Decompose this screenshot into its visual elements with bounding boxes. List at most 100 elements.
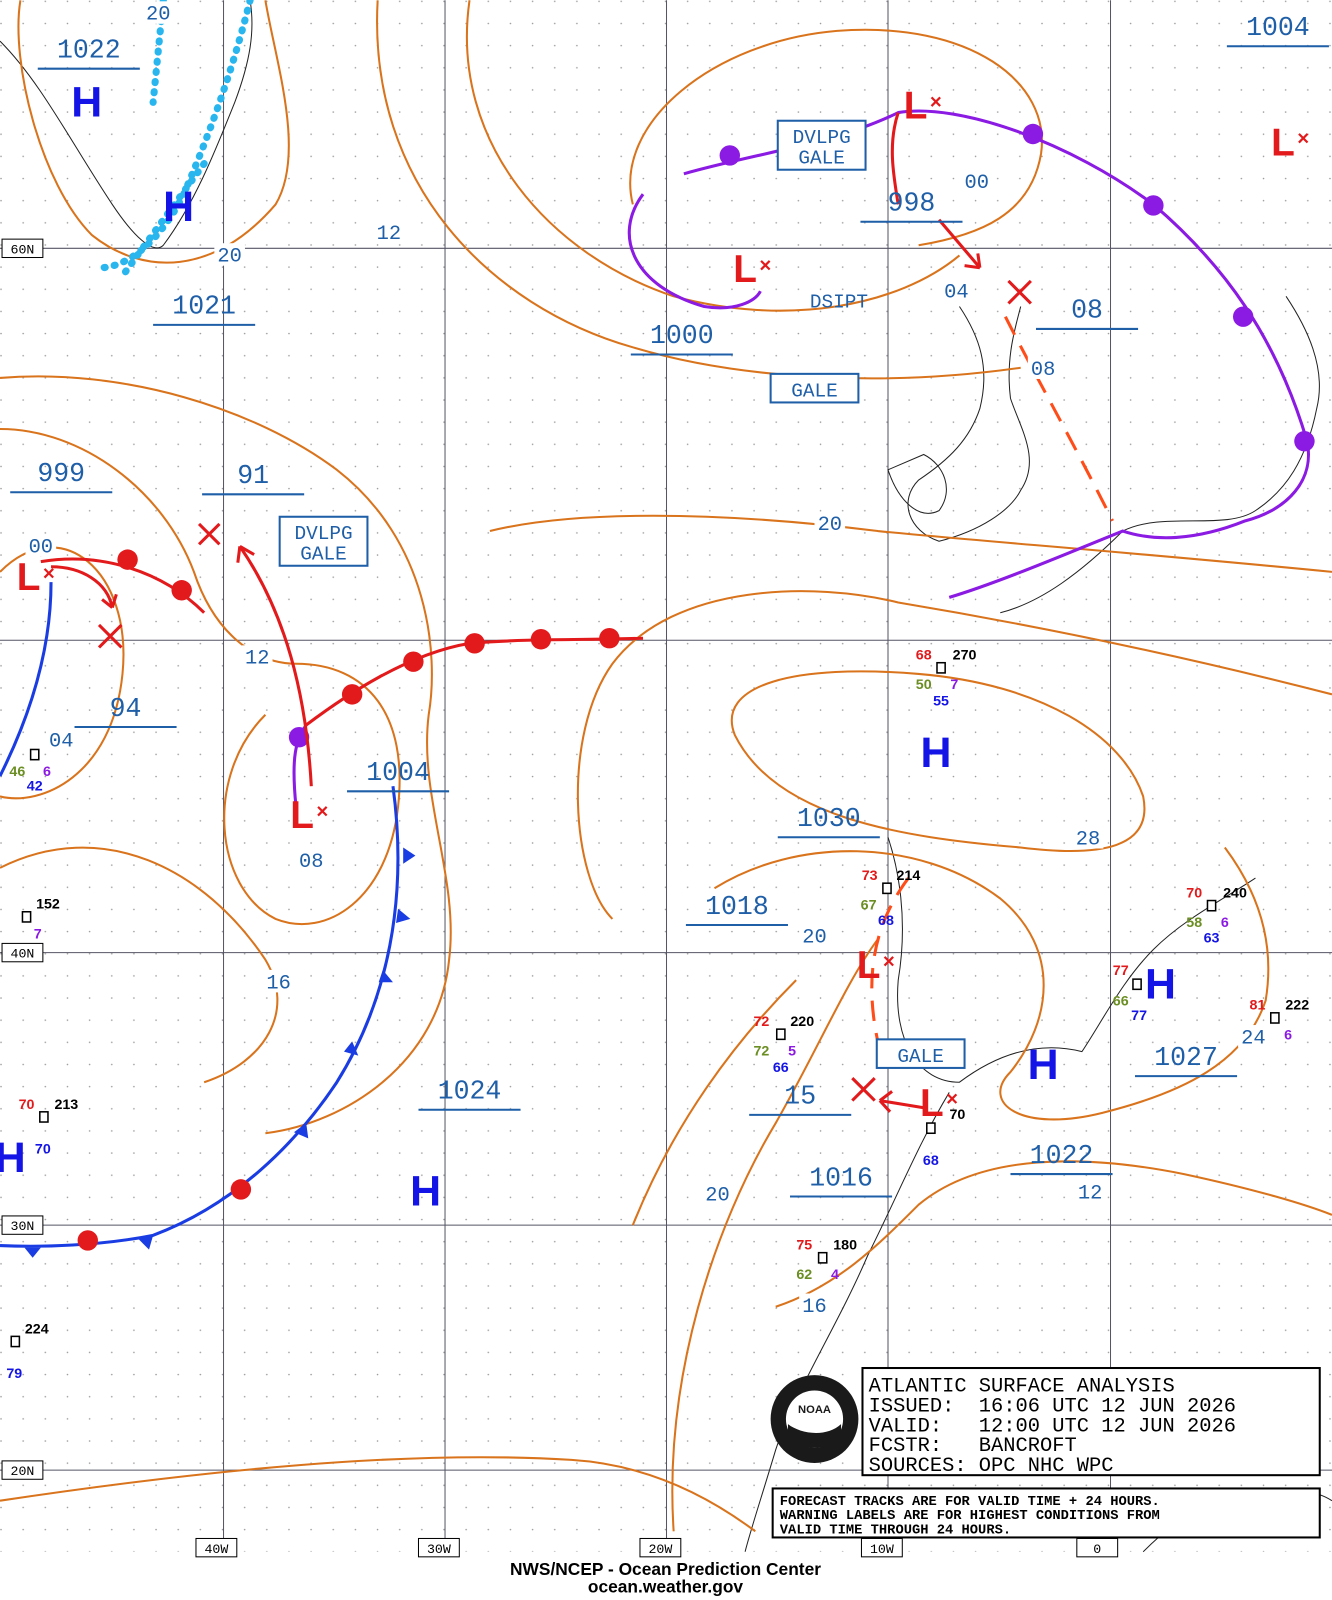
lon-label-box (417, 1537, 460, 1558)
pressure-label: 999 (37, 459, 85, 489)
warning-box (776, 119, 867, 171)
station-value: 224 (25, 1321, 49, 1337)
warning-box (278, 515, 369, 567)
isobar-label: 20 (217, 246, 242, 269)
station-value: 7 (34, 926, 42, 942)
station-value: 6 (43, 764, 51, 780)
station-marker (21, 911, 32, 923)
info-line: VALID: 12:00 UTC 12 JUN 2026 (869, 1415, 1236, 1438)
lat-label-box (1, 1215, 44, 1235)
isobar-label-bg (799, 1293, 830, 1316)
isobar-label: 12 (377, 223, 402, 246)
lon-label: 20W (648, 1542, 672, 1557)
station-marker (936, 661, 946, 674)
station-value: 79 (6, 1366, 22, 1382)
station-value: 55 (933, 694, 949, 710)
isobar-label-bg (1238, 1025, 1269, 1048)
pressure-label: 94 (110, 694, 142, 724)
storm-tracks (51, 218, 1032, 1113)
station-value: 77 (1113, 963, 1129, 979)
pressure-label: 1016 (809, 1163, 873, 1193)
isobars (0, 0, 1332, 1533)
high-center: H (1028, 1041, 1059, 1089)
noaa-logo-bird (787, 1424, 842, 1448)
pressure-label: 1027 (1154, 1043, 1218, 1073)
lat-label: 20N (11, 1464, 35, 1479)
low-x: × (930, 91, 942, 113)
isobar-label: 28 (1076, 828, 1101, 851)
isobar-label: 08 (1031, 359, 1056, 382)
isobar-label-bg (1027, 356, 1059, 379)
low-center: L (904, 85, 928, 128)
low-x: × (759, 255, 771, 277)
station-marker (775, 1028, 786, 1041)
isobar-label: 12 (245, 648, 269, 671)
isobar-label-bg (814, 511, 846, 535)
high-center: H (1145, 961, 1176, 1009)
station-value: 270 (953, 648, 977, 664)
station-value: 68 (916, 648, 932, 664)
lat-label: 30N (11, 1219, 35, 1234)
isobar-label-bg (702, 1182, 733, 1205)
station-value: 66 (1113, 994, 1129, 1010)
isobar-label-bg (799, 924, 830, 947)
station-marker (1132, 978, 1142, 991)
isobar-label: 04 (944, 281, 969, 304)
station-value: 152 (36, 897, 60, 913)
isobar-label: 20 (818, 514, 843, 537)
isobar-label: 00 (965, 172, 990, 195)
station-value: 77 (1131, 1008, 1147, 1024)
lon-label: 30W (427, 1542, 451, 1557)
isobar-label: 12 (1078, 1183, 1103, 1206)
isobar-label-bg (263, 969, 294, 993)
isobar-label-bg (1074, 1180, 1106, 1203)
station-value: 70 (1186, 885, 1202, 901)
high-center: H (920, 729, 951, 777)
high-center: H (410, 1168, 441, 1216)
high-center: H (71, 79, 102, 127)
pressure-label: 08 (1071, 296, 1103, 326)
isobar-label-bg (25, 534, 57, 557)
lon-label: 10W (870, 1542, 894, 1557)
station-value: 68 (923, 1153, 939, 1169)
footer-url: ocean.weather.gov (588, 1577, 744, 1597)
station-value: 70 (949, 1107, 965, 1123)
note-line: FORECAST TRACKS ARE FOR VALID TIME + 24 … (780, 1495, 1160, 1510)
pressure-label: 998 (888, 189, 936, 219)
station-marker (817, 1251, 828, 1264)
station-value: 66 (773, 1060, 789, 1076)
footer-agency: NWS/NCEP - Ocean Prediction Center (510, 1559, 821, 1579)
isobar-label: 20 (802, 926, 827, 949)
low-x: × (946, 1089, 958, 1111)
info-line: FCSTR: BANCROFT (869, 1435, 1077, 1458)
pressure-label: 1000 (650, 321, 714, 351)
station-value: 73 (862, 868, 878, 884)
isobar-label-bg (45, 728, 77, 751)
station-value: 58 (1186, 915, 1202, 931)
isobar-label: 08 (299, 851, 324, 874)
pressure-label: 1004 (1246, 13, 1310, 43)
low-x: × (43, 563, 55, 585)
station-marker (10, 1335, 21, 1348)
low-center: L (733, 248, 757, 291)
station-value: 42 (27, 778, 43, 794)
station-value: 222 (1285, 998, 1309, 1014)
warning-label: GALE (897, 1046, 944, 1068)
pressure-label: 1021 (172, 292, 236, 322)
lat-label-box (1, 942, 44, 963)
high-center: H (163, 183, 194, 231)
station-marker (926, 1122, 936, 1135)
lon-label: 40W (204, 1542, 228, 1557)
isobar-label-bg (373, 220, 405, 244)
info-line: ISSUED: 16:06 UTC 12 JUN 2026 (869, 1395, 1236, 1418)
warning-label: GALE (300, 544, 347, 566)
station-marker (1269, 1012, 1280, 1024)
lon-label-box (195, 1537, 238, 1558)
station-marker (882, 882, 892, 895)
low-x: × (1297, 128, 1309, 150)
station-value: 5 (788, 1044, 796, 1060)
station-value: 68 (878, 913, 894, 929)
isobar-label-bg (296, 848, 327, 871)
